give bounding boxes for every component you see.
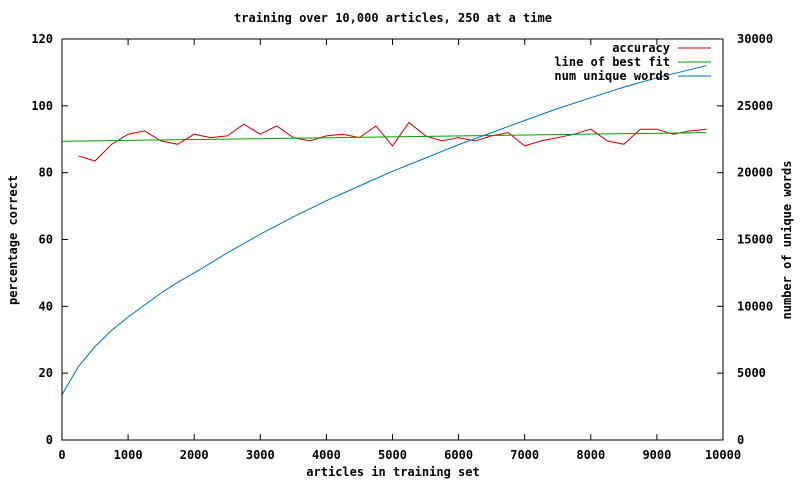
x-tick-label: 0 [58, 448, 65, 462]
x-tick-label: 7000 [510, 448, 539, 462]
y2-tick-label: 30000 [737, 32, 773, 46]
y2-tick-label: 5000 [737, 366, 766, 380]
y-tick-label: 100 [31, 99, 53, 113]
y2-tick-label: 10000 [737, 299, 773, 313]
legend-label: line of best fit [554, 55, 670, 69]
x-tick-label: 4000 [312, 448, 341, 462]
y2-tick-label: 15000 [737, 233, 773, 247]
y2-axis-label: number of unique words [780, 161, 794, 320]
x-tick-label: 5000 [378, 448, 407, 462]
series-line-line-of-best-fit [61, 132, 707, 142]
y-axis-label: percentage correct [6, 175, 20, 305]
series-line-accuracy [78, 121, 707, 162]
x-tick-label: 6000 [444, 448, 473, 462]
y2-tick-label: 25000 [737, 99, 773, 113]
chart-title: training over 10,000 articles, 250 at a … [234, 11, 552, 25]
legend-label: num unique words [554, 69, 670, 83]
y-tick-label: 120 [31, 32, 53, 46]
y-tick-label: 20 [39, 366, 53, 380]
y-tick-label: 60 [39, 233, 53, 247]
legend-label: accuracy [612, 41, 670, 55]
x-tick-label: 1000 [114, 448, 143, 462]
plot-frame [61, 38, 724, 441]
x-tick-label: 10000 [705, 448, 741, 462]
y2-tick-label: 20000 [737, 166, 773, 180]
axis-layer: 0 1000 2000 3000 4000 5000 6000 7000 8000 9000 100… [31, 32, 773, 462]
x-tick-label: 9000 [642, 448, 671, 462]
y-tick-label: 0 [46, 433, 53, 447]
x-tick-label: 3000 [246, 448, 275, 462]
x-tick-label: 2000 [180, 448, 209, 462]
x-tick-label: 8000 [576, 448, 605, 462]
series-line-num-unique-words [61, 65, 707, 395]
y-tick-label: 80 [39, 166, 53, 180]
y2-tick-label: 0 [737, 433, 744, 447]
y-tick-label: 40 [39, 299, 53, 313]
x-axis-label: articles in training set [306, 465, 479, 479]
series-layer [61, 65, 707, 395]
